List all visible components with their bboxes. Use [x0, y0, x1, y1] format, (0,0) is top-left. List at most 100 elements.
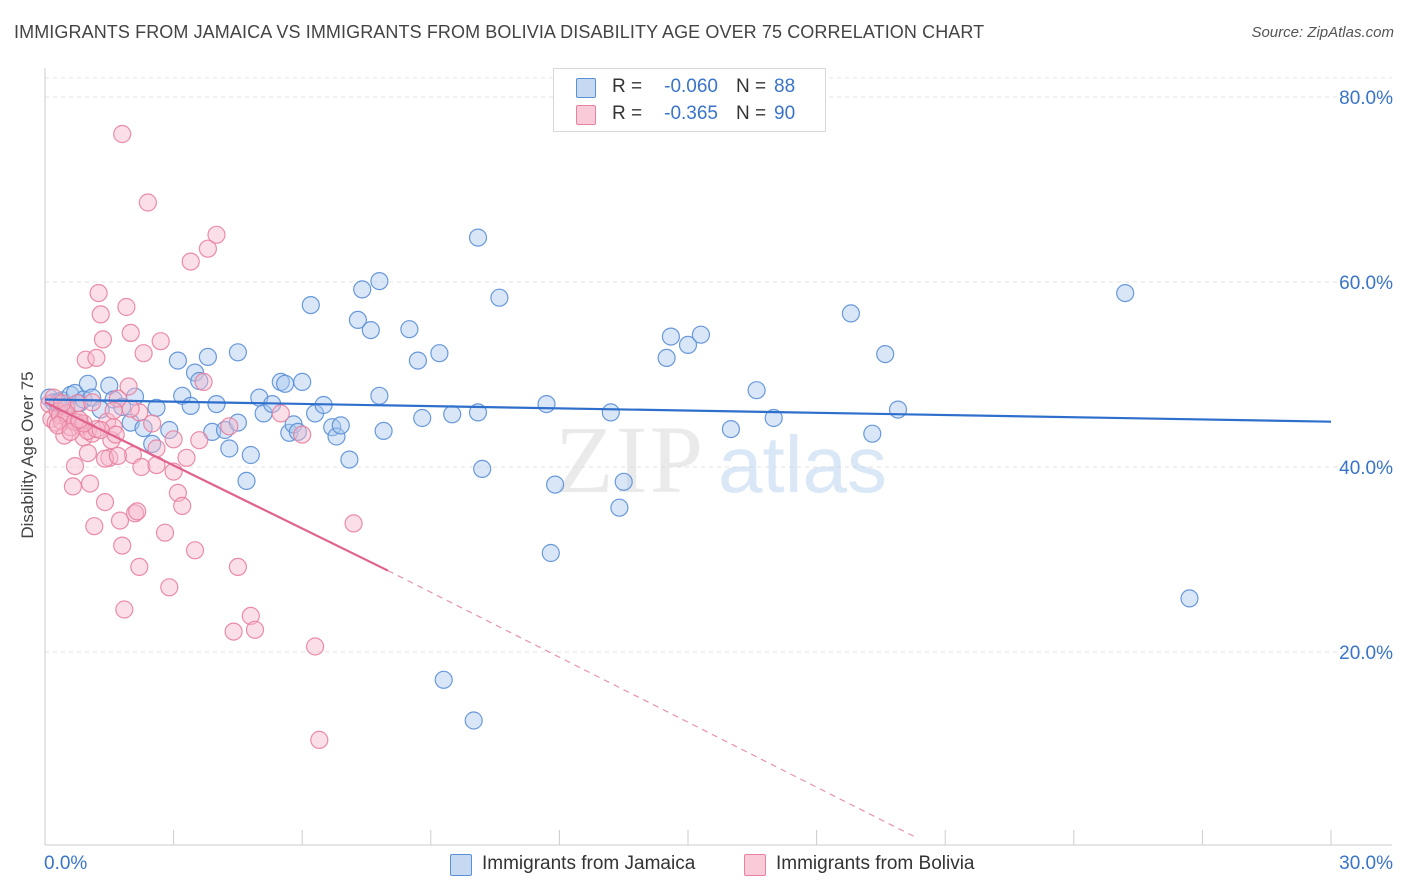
jamaica-point [78, 374, 98, 393]
y-tick-label: 20.0% [1339, 643, 1393, 664]
bolivia-point [104, 401, 123, 420]
bolivia-point [138, 193, 157, 212]
bolivia-point [128, 502, 147, 521]
watermark-zip: ZIP [555, 406, 705, 513]
bolivia-point [134, 344, 153, 363]
jamaica-point [168, 351, 187, 370]
series-jamaica-points [40, 228, 1199, 730]
jamaica-point [374, 421, 393, 440]
jamaica-point [537, 395, 556, 414]
bolivia-point [155, 523, 175, 542]
bolivia-point [115, 600, 134, 619]
jamaica-point [160, 420, 179, 440]
jamaica-point [863, 424, 882, 443]
legend-r-label: R = [612, 103, 643, 124]
jamaica-point [413, 408, 432, 428]
source-label: Source: ZipAtlas.com [1251, 24, 1394, 41]
watermark-atlas: atlas [718, 420, 887, 509]
jamaica-point [541, 543, 560, 563]
legend-n-label: N = [736, 76, 767, 97]
jamaica-point [228, 343, 247, 362]
jamaica-point [614, 472, 633, 491]
jamaica-point [601, 403, 620, 422]
bolivia-point [132, 457, 151, 477]
jamaica-point [400, 320, 419, 339]
bolivia-point [89, 284, 108, 303]
bolivia-point [65, 457, 85, 476]
bolivia-point [177, 448, 196, 467]
jamaica-point [100, 376, 119, 395]
bolivia-point [190, 431, 209, 450]
jamaica-point [370, 386, 389, 405]
jamaica-point [353, 280, 372, 299]
bolivia-point [151, 332, 170, 351]
bolivia-point [85, 517, 104, 536]
legend-r-label: R = [612, 76, 643, 97]
bolivia-point [194, 372, 213, 391]
legend-n-value-bolivia: 90 [774, 103, 796, 124]
jamaica-point [657, 348, 676, 367]
bolivia-point [224, 622, 243, 641]
bolivia-point [121, 323, 140, 342]
bolivia-point [164, 430, 183, 449]
bottom-legend-label-bolivia: Immigrants from Bolivia [776, 853, 975, 874]
series-bolivia-points [40, 124, 363, 750]
y-tick-label: 40.0% [1339, 458, 1393, 479]
bolivia-point [78, 444, 98, 463]
tick-labels: 20.0% 40.0% 60.0% 80.0% 0.0% 30.0% [44, 88, 1393, 874]
bolivia-point [271, 404, 290, 423]
bolivia-point [113, 124, 132, 144]
trend-line-bolivia [44, 401, 389, 572]
jamaica-point [721, 420, 741, 439]
bolivia-point [344, 514, 363, 533]
bottom-legend-swatch-bolivia [744, 854, 766, 876]
bolivia-point [181, 252, 200, 271]
bolivia-point [95, 493, 115, 512]
bolivia-point [293, 425, 312, 444]
trend-line-bolivia-extension [387, 570, 916, 838]
jamaica-point [301, 296, 320, 315]
bolivia-point [306, 637, 325, 656]
bottom-legend-label-jamaica: Immigrants from Jamaica [482, 853, 696, 874]
bolivia-point [121, 399, 140, 418]
bolivia-point [173, 496, 192, 515]
jamaica-point [468, 228, 488, 247]
bolivia-point [110, 511, 130, 530]
jamaica-point [888, 400, 908, 419]
bolivia-point [185, 541, 205, 560]
bolivia-point [117, 297, 136, 317]
jamaica-point [764, 408, 783, 428]
jamaica-point [691, 325, 711, 344]
legend-row-jamaica: R = -0.060 N = 88 [554, 73, 825, 101]
bolivia-point [245, 620, 265, 639]
jamaica-point [181, 396, 200, 415]
jamaica-point [327, 427, 346, 446]
jamaica-point [747, 381, 766, 400]
jamaica-point [370, 272, 389, 291]
bolivia-point [143, 414, 162, 433]
grid [45, 77, 1392, 653]
x-tick-label-min: 0.0% [44, 853, 87, 874]
chart-title: IMMIGRANTS FROM JAMAICA VS IMMIGRANTS FR… [14, 22, 985, 42]
legend-n-label: N = [736, 103, 767, 124]
watermark: ZIP atlas [555, 406, 887, 513]
jamaica-point [841, 304, 861, 323]
legend-row-bolivia: R = -0.365 N = 90 [554, 100, 825, 128]
legend-r-value-bolivia: -0.365 [664, 103, 718, 124]
jamaica-point [207, 395, 226, 414]
legend-swatch-jamaica [576, 78, 596, 98]
jamaica-point [293, 372, 312, 391]
bolivia-point [93, 330, 113, 349]
bolivia-point [108, 446, 128, 465]
bolivia-point [130, 557, 149, 577]
jamaica-point [340, 450, 359, 469]
axes [44, 68, 1392, 846]
bolivia-point [91, 305, 110, 324]
jamaica-point [661, 327, 681, 346]
trend-lines [44, 398, 1332, 838]
jamaica-point [331, 416, 350, 435]
bottom-legend-swatch-jamaica [450, 854, 472, 876]
jamaica-point [678, 335, 698, 354]
jamaica-point [443, 405, 462, 424]
